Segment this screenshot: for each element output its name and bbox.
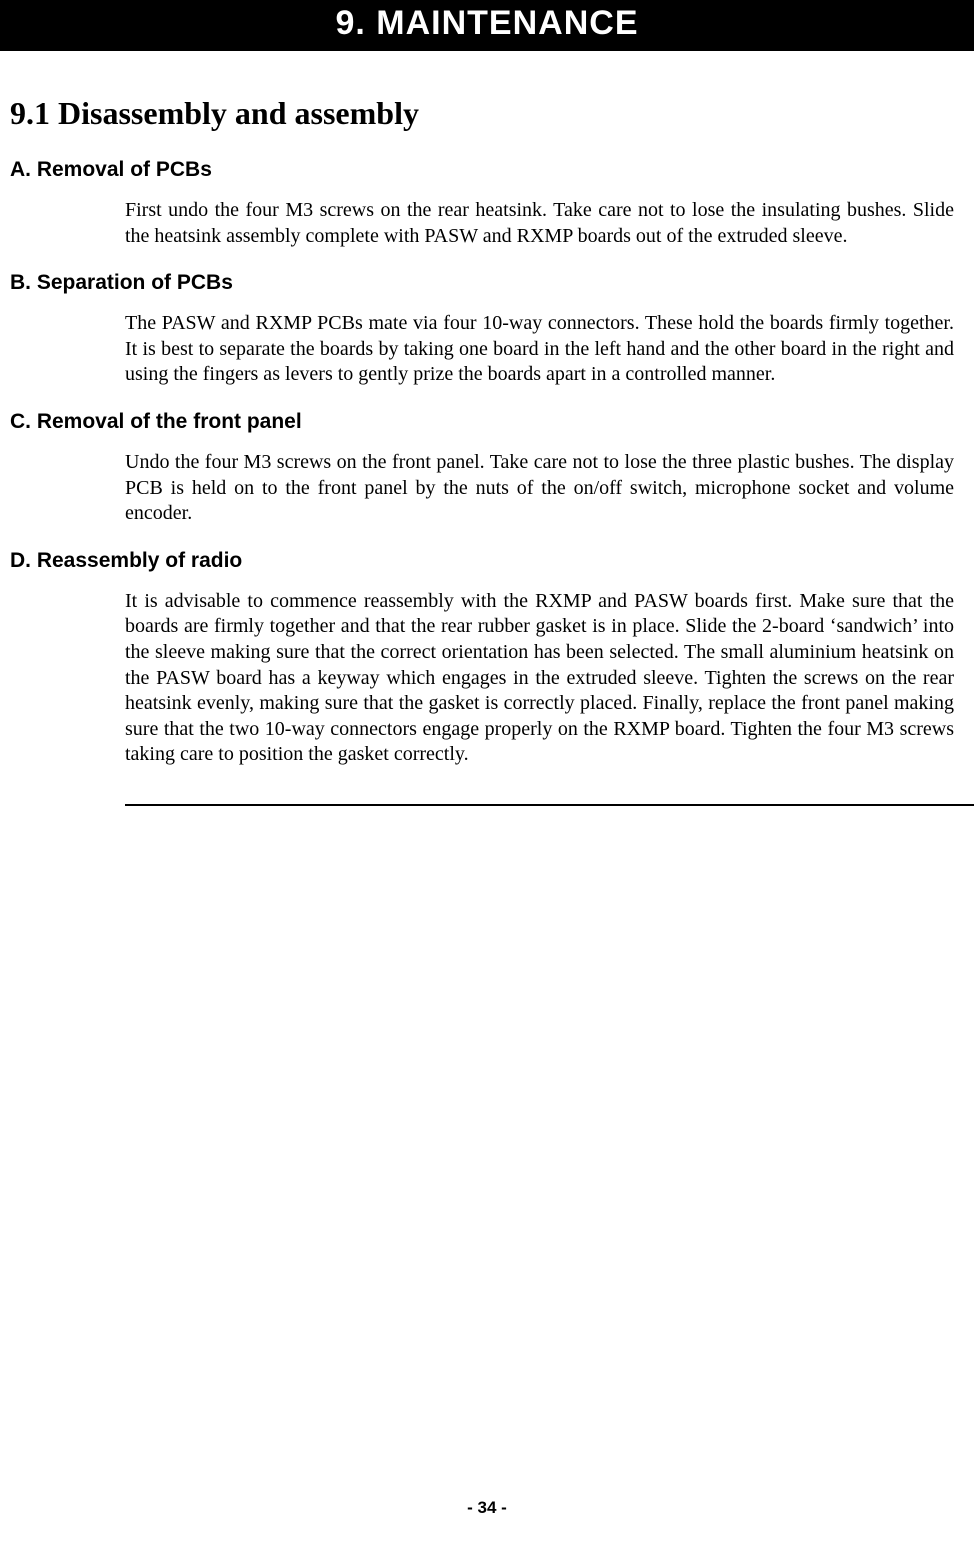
subsection-c-body: Undo the four M3 screws on the front pan… (125, 450, 954, 527)
subsection-d: D. Reassembly of radio It is advisable t… (10, 549, 964, 768)
section-title: 9.1 Disassembly and assembly (10, 95, 964, 132)
subsection-a-heading: A. Removal of PCBs (10, 158, 964, 182)
page-content: 9.1 Disassembly and assembly A. Removal … (0, 95, 974, 806)
subsection-d-heading: D. Reassembly of radio (10, 549, 964, 573)
chapter-banner: 9. MAINTENANCE (0, 0, 974, 51)
subsection-b: B. Separation of PCBs The PASW and RXMP … (10, 271, 964, 388)
subsection-b-heading: B. Separation of PCBs (10, 271, 964, 295)
section-divider (125, 804, 974, 806)
subsection-a-body: First undo the four M3 screws on the rea… (125, 198, 954, 249)
subsection-b-body: The PASW and RXMP PCBs mate via four 10-… (125, 311, 954, 388)
page-number: - 34 - (0, 1498, 974, 1518)
subsection-c: C. Removal of the front panel Undo the f… (10, 410, 964, 527)
subsection-d-body: It is advisable to commence reassembly w… (125, 589, 954, 768)
subsection-c-heading: C. Removal of the front panel (10, 410, 964, 434)
subsection-a: A. Removal of PCBs First undo the four M… (10, 158, 964, 249)
